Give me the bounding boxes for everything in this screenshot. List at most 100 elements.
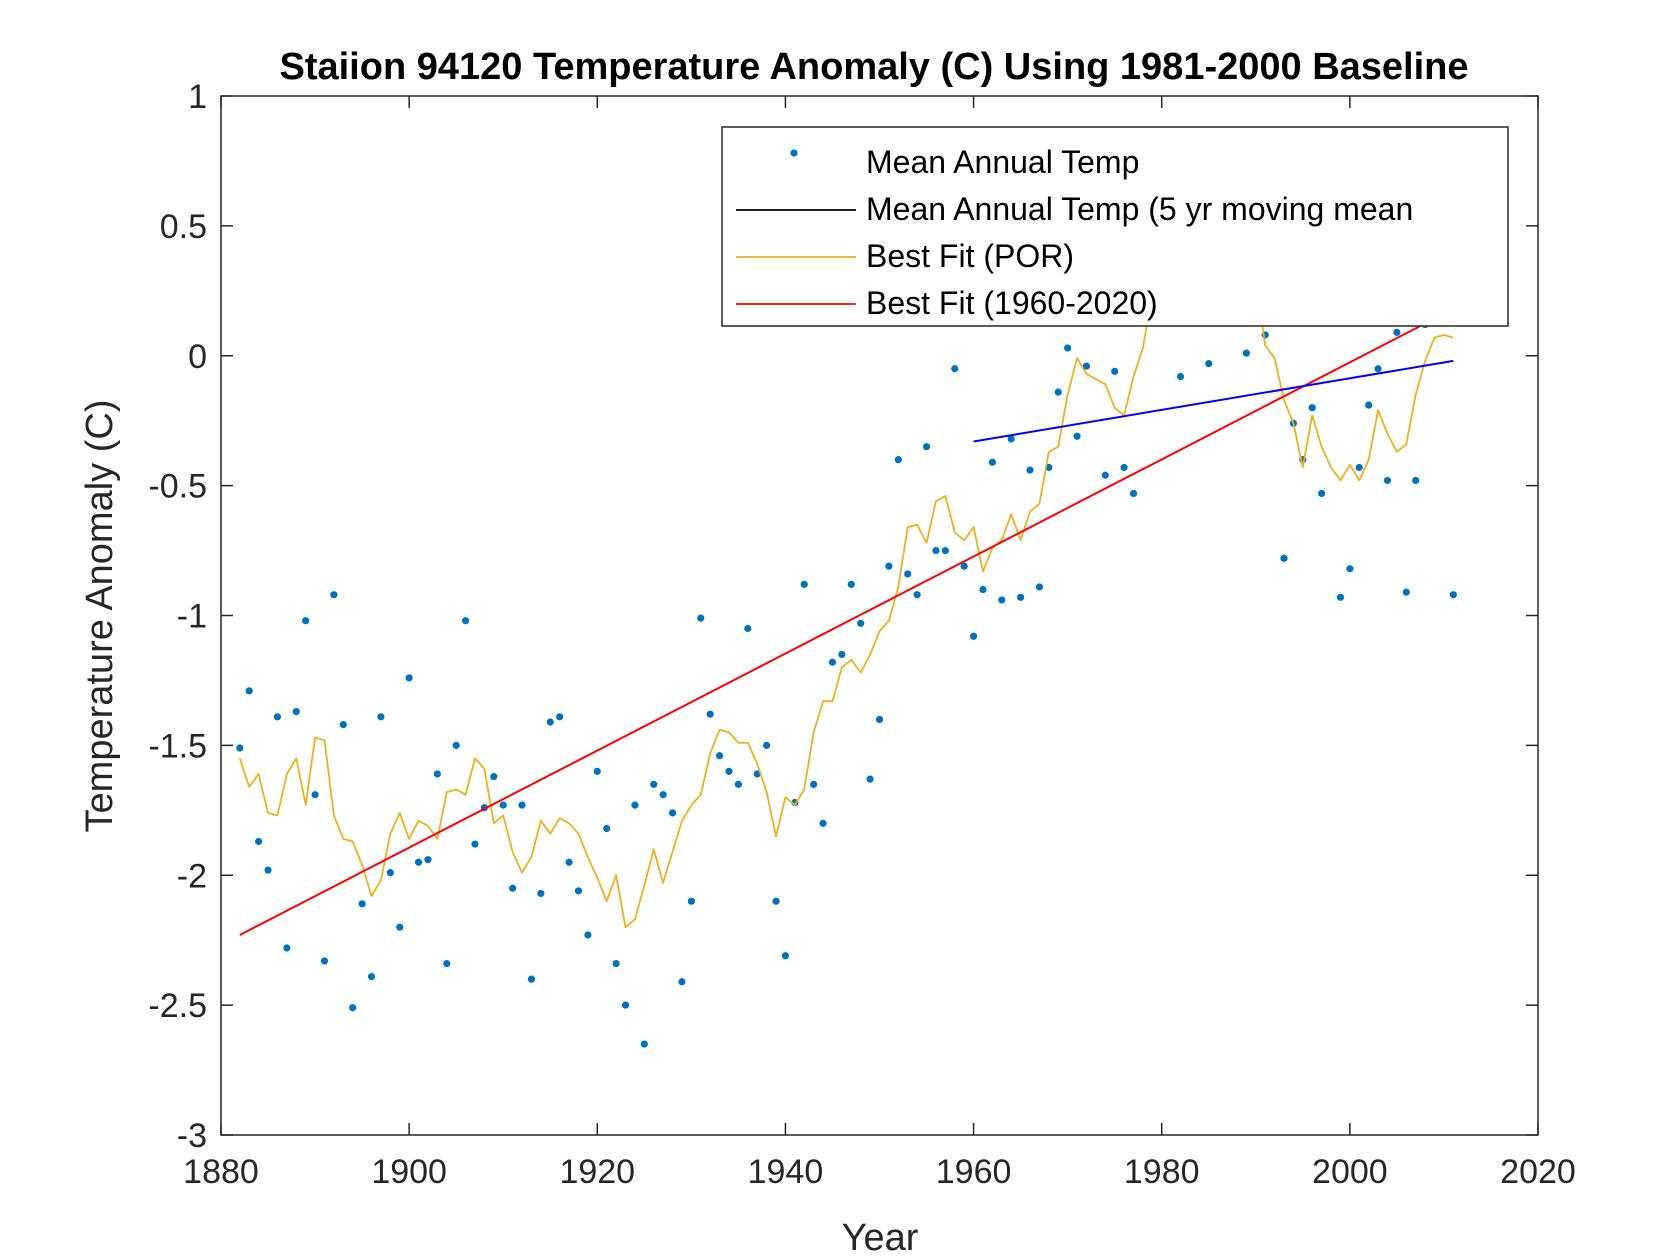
data-point — [396, 923, 404, 931]
legend-marker — [790, 149, 798, 157]
data-point — [960, 562, 968, 570]
data-point — [603, 824, 611, 833]
data-point — [1120, 463, 1128, 472]
data-point — [904, 570, 912, 578]
data-point — [678, 978, 686, 986]
data-point — [885, 562, 893, 570]
legend-box — [721, 126, 1509, 327]
x-tick-label: 1920 — [559, 1153, 635, 1191]
y-tick-label: -1 — [177, 598, 207, 636]
legend-label: Mean Annual Temp — [866, 144, 1139, 180]
data-point — [1073, 432, 1081, 440]
data-point — [697, 614, 705, 622]
data-point — [283, 944, 291, 952]
data-point — [810, 780, 818, 788]
y-tick-label: -2.5 — [148, 987, 207, 1025]
y-tick-label: -3 — [177, 1117, 207, 1155]
data-point — [913, 591, 921, 599]
data-point — [330, 591, 338, 599]
data-point — [1017, 593, 1025, 601]
x-axis-label: Year — [842, 1217, 919, 1259]
y-axis-label: Temperature Anomaly (C) — [79, 400, 121, 833]
y-tick-label: -0.5 — [148, 468, 207, 506]
data-point — [772, 897, 780, 905]
x-tick-label: 1900 — [371, 1153, 447, 1191]
data-point — [1336, 593, 1345, 601]
data-point — [1129, 489, 1138, 498]
chart-title: Staiion 94120 Temperature Anomaly (C) Us… — [279, 46, 1468, 88]
data-point — [292, 708, 300, 716]
data-point — [405, 674, 413, 682]
data-point — [1318, 489, 1326, 498]
data-point — [1064, 344, 1072, 352]
data-point — [763, 741, 771, 749]
data-point — [612, 959, 620, 968]
data-point — [621, 1001, 630, 1009]
data-point — [687, 897, 695, 905]
data-point — [706, 710, 714, 718]
data-point — [1383, 476, 1392, 485]
data-point — [1082, 362, 1091, 370]
y-tick-label: 0.5 — [160, 208, 207, 246]
data-point — [1412, 476, 1420, 485]
data-point — [1026, 466, 1034, 474]
y-tick-label: 0 — [188, 338, 207, 376]
data-point — [659, 791, 667, 799]
data-point — [537, 889, 545, 898]
data-point — [1054, 388, 1062, 396]
data-point — [1374, 365, 1382, 373]
data-point — [386, 869, 394, 877]
data-point — [781, 952, 790, 960]
data-point — [236, 744, 244, 752]
axis-ticks: 1880 1900 1920 1940 1960 1980 2000 2020 -3 -2.5 -2… — [148, 78, 1575, 1191]
data-point — [725, 767, 733, 775]
data-point — [715, 752, 724, 760]
data-point — [847, 580, 855, 588]
data-point — [471, 840, 479, 848]
data-point — [255, 837, 263, 846]
data-point — [640, 1040, 648, 1048]
x-tick-label: 1940 — [748, 1153, 824, 1191]
series-mean-annual-temp — [236, 320, 1457, 1048]
legend: Mean Annual Temp Mean Annual Temp (5 yr m… — [721, 126, 1509, 327]
legend-label: Best Fit (POR) — [866, 238, 1074, 274]
legend-label: Mean Annual Temp (5 yr moving mean — [866, 191, 1413, 227]
data-point — [800, 580, 808, 588]
data-point — [998, 596, 1006, 604]
data-point — [894, 456, 902, 464]
data-point — [1101, 471, 1109, 479]
data-point — [744, 624, 752, 633]
data-point — [424, 856, 432, 864]
data-point — [245, 687, 253, 695]
data-point — [1242, 349, 1250, 357]
data-point — [490, 772, 498, 781]
data-point — [1035, 583, 1044, 591]
data-point — [311, 791, 319, 799]
x-tick-label: 2000 — [1312, 1153, 1388, 1191]
data-point — [546, 718, 554, 726]
data-point — [264, 866, 272, 874]
data-point — [1449, 591, 1457, 599]
data-point — [1007, 435, 1015, 443]
x-tick-label: 1880 — [183, 1153, 259, 1191]
data-point — [857, 619, 865, 627]
data-point — [1402, 588, 1410, 596]
data-point — [1205, 359, 1213, 368]
data-point — [499, 801, 507, 809]
data-point — [932, 546, 940, 555]
data-point — [556, 713, 564, 721]
data-point — [509, 884, 517, 892]
data-point — [377, 713, 385, 721]
data-point — [527, 975, 536, 983]
data-point — [875, 715, 884, 724]
data-point — [443, 959, 451, 968]
data-point — [367, 972, 376, 981]
data-point — [273, 713, 282, 721]
data-point — [1346, 565, 1354, 573]
data-point — [922, 443, 931, 451]
x-tick-label: 1980 — [1124, 1153, 1200, 1191]
data-point — [339, 720, 347, 729]
data-point — [969, 632, 978, 640]
data-point — [1355, 463, 1363, 472]
data-point — [302, 617, 310, 625]
